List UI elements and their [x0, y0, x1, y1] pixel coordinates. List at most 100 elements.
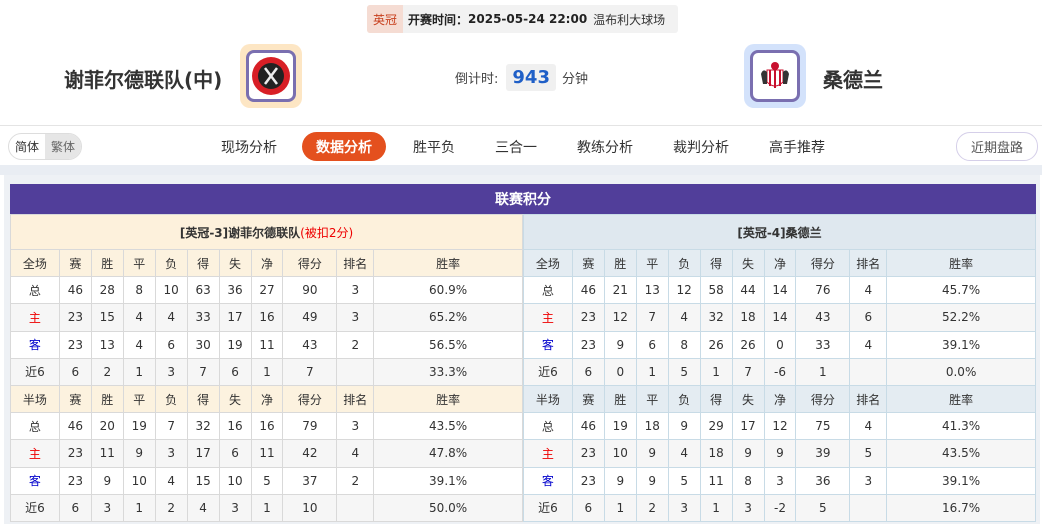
table-cell: 52.2%: [886, 303, 1036, 332]
table-cell: [336, 493, 375, 522]
table-cell: 2: [635, 493, 669, 522]
table-cell: 41.3%: [886, 412, 1036, 441]
table-cell: 4: [667, 439, 701, 468]
table-cell: 7: [186, 357, 220, 386]
column-header: 平: [122, 384, 156, 414]
row-label: 主: [10, 439, 60, 468]
away-team-logo[interactable]: [744, 44, 806, 108]
table-row: 主 23 11 9 3 17 6 11 42 4 47.8%: [10, 439, 523, 468]
table-cell: 1: [699, 357, 733, 386]
table-cell: 36: [795, 466, 851, 495]
column-header: 赛: [571, 248, 605, 278]
table-row: 客 23 13 4 6 30 19 11 43 2 56.5%: [10, 330, 523, 359]
table-cell: 4: [186, 493, 220, 522]
league-label[interactable]: 英冠: [367, 5, 404, 33]
language-toggle[interactable]: 简体 繁体: [8, 133, 83, 160]
table-cell: 6: [154, 330, 188, 359]
table-cell: 58: [699, 276, 733, 305]
row-label: 近6: [523, 357, 573, 386]
table-cell: 39.1%: [886, 466, 1036, 495]
table-cell: 2: [336, 330, 375, 359]
tab-coach-analysis[interactable]: 教练分析: [577, 139, 633, 156]
tab-expert-picks[interactable]: 高手推荐: [769, 139, 825, 156]
table-cell: 18: [635, 412, 669, 441]
table-cell: 46: [58, 276, 92, 305]
recent-handicap-button[interactable]: 近期盘路: [956, 132, 1038, 161]
row-label: 总: [10, 276, 60, 305]
table-cell: 6: [849, 303, 888, 332]
countdown: 倒计时: 943 分钟: [455, 64, 588, 91]
table-cell: 23: [571, 466, 605, 495]
table-cell: 8: [667, 330, 701, 359]
table-cell: 3: [763, 466, 797, 495]
table-cell: 3: [849, 466, 888, 495]
table-cell: 6: [218, 439, 252, 468]
tab-data-analysis[interactable]: 数据分析: [302, 132, 386, 161]
away-team-name[interactable]: 桑德兰: [823, 68, 883, 92]
table-row: 客 23 9 6 8 26 26 0 33 4 39.1%: [523, 330, 1036, 359]
table-cell: 1: [603, 493, 637, 522]
column-header: 排名: [849, 384, 888, 414]
tab-referee-analysis[interactable]: 裁判分析: [673, 139, 729, 156]
table-cell: 42: [282, 439, 338, 468]
table-cell: 11: [90, 439, 124, 468]
away-team-header: [英冠-4]桑德兰: [523, 214, 1036, 250]
table-cell: 9: [603, 466, 637, 495]
table-cell: [849, 493, 888, 522]
home-team-name[interactable]: 谢菲尔德联队(中): [64, 68, 223, 92]
table-row: 主 23 10 9 4 18 9 9 39 5 43.5%: [523, 439, 1036, 468]
table-cell: 23: [58, 330, 92, 359]
column-header: 得: [699, 248, 733, 278]
table-cell: 9: [635, 466, 669, 495]
column-header: 净: [763, 384, 797, 414]
table-cell: -2: [763, 493, 797, 522]
table-cell: 11: [250, 330, 284, 359]
sheffield-crest-icon: [252, 57, 290, 95]
table-cell: 63: [186, 276, 220, 305]
table-cell: 79: [282, 412, 338, 441]
table-cell: 1: [122, 493, 156, 522]
row-label: 近6: [10, 357, 60, 386]
home-team-logo[interactable]: [240, 44, 302, 108]
table-cell: 5: [795, 493, 851, 522]
table-cell: 36: [218, 276, 252, 305]
table-cell: 46: [571, 276, 605, 305]
table-cell: 4: [849, 330, 888, 359]
sunderland-crest-icon: [761, 62, 789, 88]
table-cell: 10: [603, 439, 637, 468]
table-cell: 33.3%: [373, 357, 523, 386]
home-standings-table: [英冠-3]谢菲尔德联队(被扣2分) 全场赛胜平负得失净得分 排名 胜率总 46 28 8 1…: [10, 214, 523, 522]
table-cell: 90: [282, 276, 338, 305]
table-cell: 10: [218, 466, 252, 495]
table-cell: 3: [90, 493, 124, 522]
tab-three-in-one[interactable]: 三合一: [495, 139, 537, 156]
table-cell: 11: [250, 439, 284, 468]
column-header: 赛: [58, 248, 92, 278]
tab-win-draw-loss[interactable]: 胜平负: [413, 139, 455, 156]
section-label: 全场: [523, 248, 573, 278]
table-cell: 3: [667, 493, 701, 522]
table-row: 总 46 21 13 12 58 44 14 76 4 45.7%: [523, 276, 1036, 305]
table-cell: 9: [763, 439, 797, 468]
table-cell: 16: [250, 412, 284, 441]
column-header: 得: [699, 384, 733, 414]
row-label: 近6: [10, 493, 60, 522]
column-header: 胜: [603, 248, 637, 278]
column-header: 负: [154, 248, 188, 278]
table-cell: 3: [154, 357, 188, 386]
table-cell: 16.7%: [886, 493, 1036, 522]
tab-live-analysis[interactable]: 现场分析: [221, 139, 277, 156]
table-cell: 43: [282, 330, 338, 359]
column-header: 胜率: [373, 384, 523, 414]
table-cell: 12: [603, 303, 637, 332]
lang-traditional[interactable]: 繁体: [45, 134, 82, 159]
table-cell: 7: [635, 303, 669, 332]
table-cell: 47.8%: [373, 439, 523, 468]
lang-simplified[interactable]: 简体: [15, 140, 40, 154]
table-cell: 15: [186, 466, 220, 495]
column-header: 负: [667, 384, 701, 414]
column-header: 胜率: [886, 384, 1036, 414]
column-header: 净: [250, 384, 284, 414]
table-cell: 14: [763, 303, 797, 332]
table-cell: 6: [58, 493, 92, 522]
